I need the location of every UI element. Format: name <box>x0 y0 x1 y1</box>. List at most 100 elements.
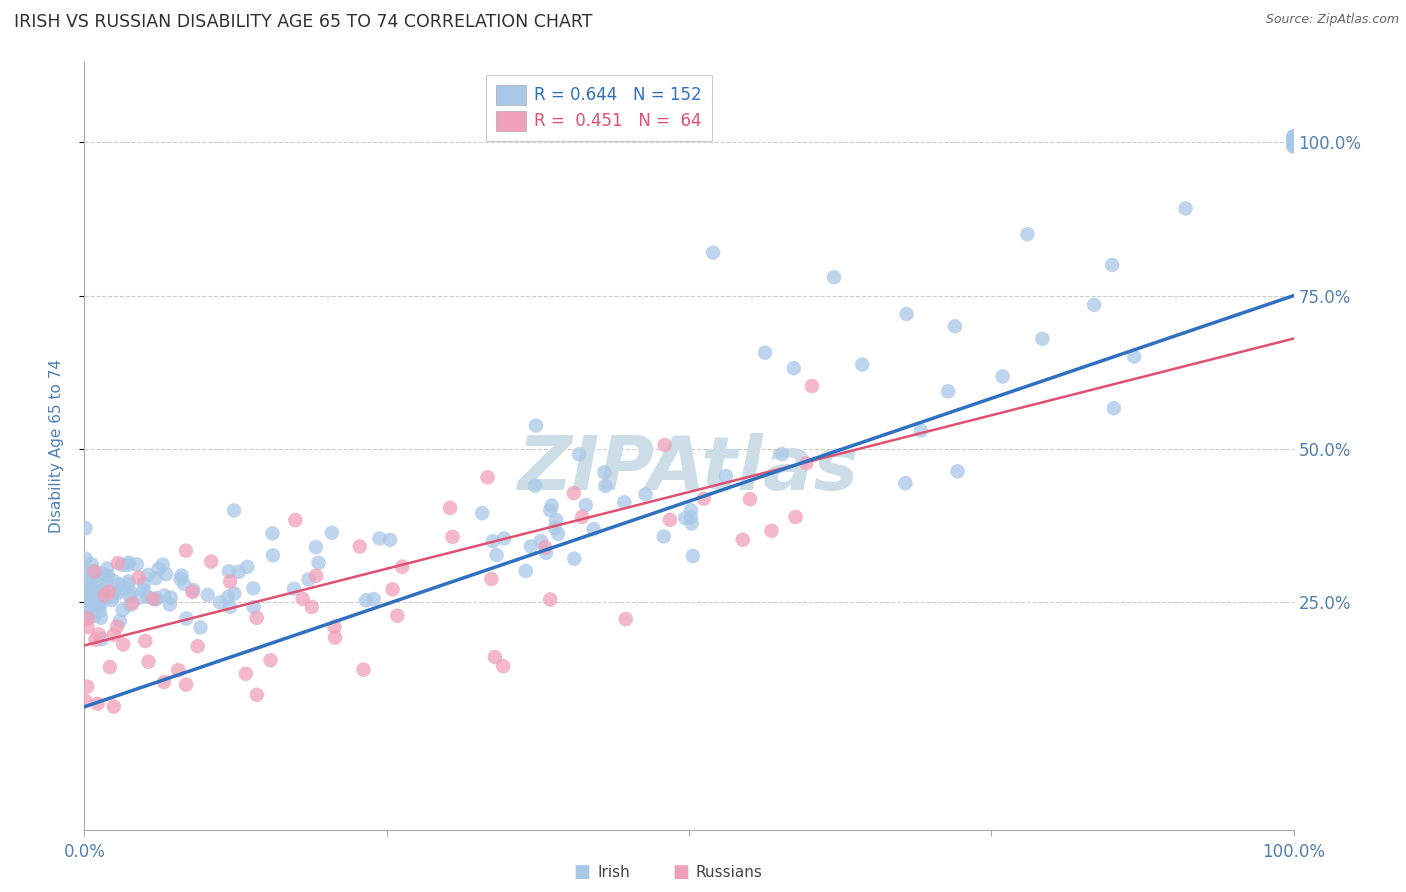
Point <box>439 500 461 515</box>
Point <box>76 577 98 591</box>
Text: ■: ■ <box>672 863 689 881</box>
Point <box>654 438 676 452</box>
Point <box>568 447 591 461</box>
Point <box>105 620 128 634</box>
Point <box>471 506 494 520</box>
Point <box>76 611 98 625</box>
Point <box>305 568 328 582</box>
Point <box>76 580 98 594</box>
Point <box>190 620 212 634</box>
Point <box>800 379 823 393</box>
Point <box>1282 136 1305 150</box>
Point <box>1102 401 1125 416</box>
Point <box>77 594 100 608</box>
Point <box>76 599 98 614</box>
Point <box>693 491 716 506</box>
Point <box>145 571 167 585</box>
Point <box>242 582 264 596</box>
Point <box>946 464 969 478</box>
Point <box>121 586 143 600</box>
Point <box>142 591 165 606</box>
Point <box>613 495 636 509</box>
Point <box>530 533 553 548</box>
Point <box>75 551 97 566</box>
Point <box>110 582 132 597</box>
Point <box>87 627 110 641</box>
Point <box>595 479 617 493</box>
Point <box>79 574 101 589</box>
Point <box>679 503 702 517</box>
Point <box>84 584 107 599</box>
Point <box>301 600 323 615</box>
Point <box>738 492 761 507</box>
Point <box>93 583 115 598</box>
Point <box>492 659 515 673</box>
Point <box>76 588 98 602</box>
Point <box>174 543 197 558</box>
Text: Source: ZipAtlas.com: Source: ZipAtlas.com <box>1265 13 1399 27</box>
Point <box>90 632 112 646</box>
Point <box>75 579 97 593</box>
Point <box>132 577 155 591</box>
Point <box>658 513 681 527</box>
Point <box>181 585 204 599</box>
Point <box>321 525 343 540</box>
Point <box>484 650 506 665</box>
Point <box>235 666 257 681</box>
Point <box>943 319 966 334</box>
Point <box>218 565 240 579</box>
Point <box>98 660 121 674</box>
Point <box>86 697 108 711</box>
Point <box>794 456 817 470</box>
Point <box>117 558 139 572</box>
Point <box>291 591 314 606</box>
Point <box>1282 129 1305 144</box>
Point <box>1174 202 1197 216</box>
Point <box>145 592 167 607</box>
Point <box>363 592 385 607</box>
Point <box>159 591 181 605</box>
Point <box>236 559 259 574</box>
Point <box>246 688 269 702</box>
Point <box>679 510 702 524</box>
Point <box>83 609 105 624</box>
Point <box>121 596 143 610</box>
Point <box>1123 350 1146 364</box>
Point <box>305 540 328 554</box>
Point <box>167 663 190 677</box>
Point <box>614 612 637 626</box>
Y-axis label: Disability Age 65 to 74: Disability Age 65 to 74 <box>49 359 63 533</box>
Point <box>153 675 176 690</box>
Point <box>107 586 129 600</box>
Point <box>1101 258 1123 272</box>
Text: Irish: Irish <box>598 865 630 880</box>
Point <box>1083 298 1105 312</box>
Point <box>125 558 148 572</box>
Point <box>823 270 845 285</box>
Point <box>77 599 100 614</box>
Point <box>354 593 377 607</box>
Point <box>524 418 547 433</box>
Point <box>169 572 191 586</box>
Point <box>534 546 557 560</box>
Point <box>1282 135 1305 149</box>
Text: ■: ■ <box>574 863 591 881</box>
Point <box>128 571 150 585</box>
Point <box>90 587 112 601</box>
Point <box>96 591 118 605</box>
Point <box>785 510 807 524</box>
Point <box>936 384 959 399</box>
Point <box>91 590 114 604</box>
Point <box>208 595 231 609</box>
Point <box>75 694 97 708</box>
Point <box>538 503 561 517</box>
Point <box>391 559 413 574</box>
Point <box>485 548 508 562</box>
Point <box>387 608 409 623</box>
Point <box>991 369 1014 384</box>
Point <box>562 551 585 566</box>
Point <box>76 566 98 580</box>
Text: Russians: Russians <box>696 865 763 880</box>
Point <box>173 577 195 591</box>
Point <box>714 469 737 483</box>
